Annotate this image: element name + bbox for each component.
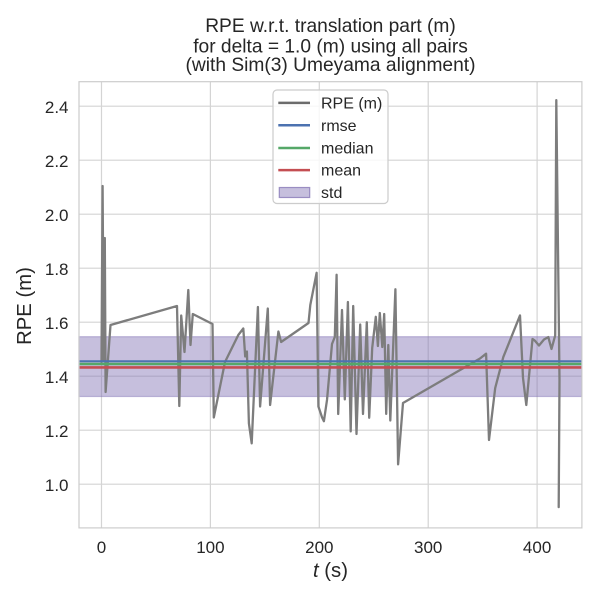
svg-text:1.8: 1.8 xyxy=(45,260,69,279)
svg-text:std: std xyxy=(321,185,342,202)
svg-text:mean: mean xyxy=(321,163,361,180)
svg-text:2.2: 2.2 xyxy=(45,152,69,171)
svg-text:1.6: 1.6 xyxy=(45,314,69,333)
svg-text:1.0: 1.0 xyxy=(45,476,69,495)
svg-text:300: 300 xyxy=(414,538,442,557)
svg-text:0: 0 xyxy=(97,538,106,557)
svg-text:RPE (m): RPE (m) xyxy=(321,95,382,112)
svg-text:(with Sim(3) Umeyama alignment: (with Sim(3) Umeyama alignment) xyxy=(185,55,475,76)
svg-text:for delta = 1.0 (m) using all: for delta = 1.0 (m) using all pairs xyxy=(193,37,468,58)
svg-text:2.4: 2.4 xyxy=(45,98,69,117)
svg-text:2.0: 2.0 xyxy=(45,206,69,225)
svg-text:200: 200 xyxy=(305,538,333,557)
svg-text:rmse: rmse xyxy=(321,118,357,135)
svg-text:t (s): t (s) xyxy=(313,560,348,582)
svg-text:100: 100 xyxy=(196,538,224,557)
svg-text:1.2: 1.2 xyxy=(45,422,69,441)
svg-text:median: median xyxy=(321,141,373,158)
svg-text:400: 400 xyxy=(523,538,551,557)
svg-text:1.4: 1.4 xyxy=(45,368,69,387)
svg-text:RPE (m): RPE (m) xyxy=(14,267,36,345)
svg-text:RPE w.r.t. translation part (m: RPE w.r.t. translation part (m) xyxy=(205,16,456,37)
